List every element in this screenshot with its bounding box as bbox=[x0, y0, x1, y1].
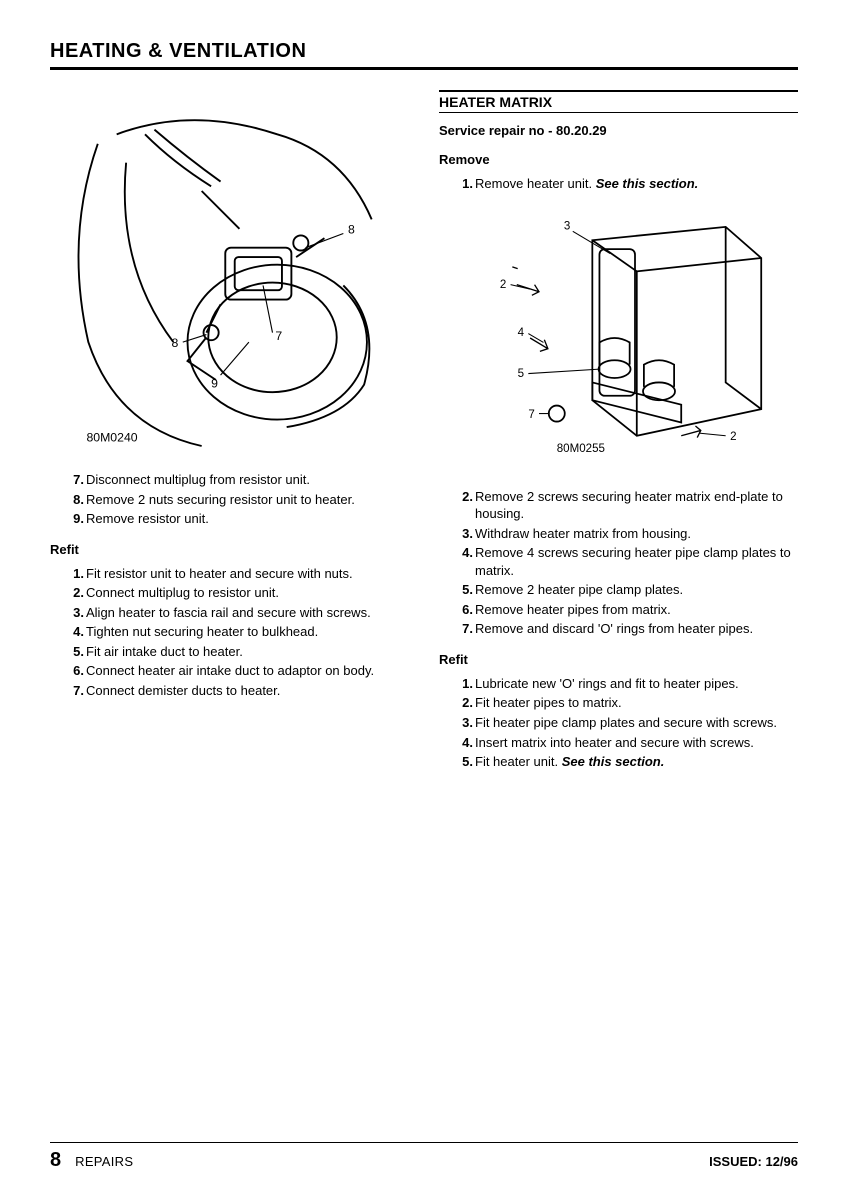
diagram-svg-left: 8 8 9 7 80M0240 bbox=[60, 96, 400, 456]
list-item: 7.Remove and discard 'O' rings from heat… bbox=[453, 620, 798, 638]
list-item: 9.Remove resistor unit. bbox=[64, 510, 409, 528]
page-number: 8 bbox=[50, 1149, 61, 1172]
right-refit-heading: Refit bbox=[439, 652, 798, 667]
see-link: See this section. bbox=[596, 176, 699, 191]
right-remove-heading: Remove bbox=[439, 152, 798, 167]
footer-section: REPAIRS bbox=[75, 1154, 133, 1169]
svg-text:5: 5 bbox=[517, 368, 523, 380]
left-remove-steps: 7.Disconnect multiplug from resistor uni… bbox=[50, 471, 409, 528]
diagram-80m0240: 8 8 9 7 80M0240 bbox=[50, 96, 409, 459]
svg-text:2: 2 bbox=[499, 279, 505, 291]
right-remove-steps: 2.Remove 2 screws securing heater matrix… bbox=[439, 488, 798, 638]
list-item: 4.Tighten nut securing heater to bulkhea… bbox=[64, 623, 409, 641]
left-refit-heading: Refit bbox=[50, 542, 409, 557]
list-item: 4.Insert matrix into heater and secure w… bbox=[453, 734, 798, 752]
list-item: 7.Disconnect multiplug from resistor uni… bbox=[64, 471, 409, 489]
svg-text:9: 9 bbox=[211, 376, 218, 390]
list-item: 5. Fit heater unit. See this section. bbox=[453, 753, 798, 771]
list-item: 3.Fit heater pipe clamp plates and secur… bbox=[453, 714, 798, 732]
list-item: 1.Lubricate new 'O' rings and fit to hea… bbox=[453, 675, 798, 693]
section-title: HEATER MATRIX bbox=[439, 94, 798, 110]
page-footer: 8 REPAIRS ISSUED: 12/96 bbox=[50, 1142, 798, 1172]
service-repair-no: Service repair no - 80.20.29 bbox=[439, 123, 798, 138]
diagram-ref-right: 80M0255 bbox=[556, 442, 604, 454]
list-item: 5.Remove 2 heater pipe clamp plates. bbox=[453, 581, 798, 599]
footer-rule bbox=[50, 1142, 798, 1143]
svg-text:7: 7 bbox=[275, 329, 282, 343]
see-link: See this section. bbox=[562, 754, 665, 769]
diagram-80m0255: 3 2 4 5 7 2 80M0255 bbox=[439, 203, 798, 476]
list-item: 2.Connect multiplug to resistor unit. bbox=[64, 584, 409, 602]
svg-text:7: 7 bbox=[528, 409, 534, 421]
svg-text:4: 4 bbox=[517, 327, 524, 339]
left-column: 8 8 9 7 80M0240 7.Disconnect multiplug f… bbox=[50, 90, 409, 781]
diagram-ref-left: 80M0240 bbox=[86, 430, 137, 444]
svg-text:3: 3 bbox=[563, 220, 569, 232]
list-item: 2.Remove 2 screws securing heater matrix… bbox=[453, 488, 798, 523]
list-item: 4.Remove 4 screws securing heater pipe c… bbox=[453, 544, 798, 579]
right-refit-steps: 1.Lubricate new 'O' rings and fit to hea… bbox=[439, 675, 798, 771]
list-item: 2.Fit heater pipes to matrix. bbox=[453, 694, 798, 712]
content-columns: 8 8 9 7 80M0240 7.Disconnect multiplug f… bbox=[50, 90, 798, 781]
svg-text:2: 2 bbox=[730, 431, 736, 443]
list-item: 1. Remove heater unit. See this section. bbox=[453, 175, 798, 193]
list-item: 3.Withdraw heater matrix from housing. bbox=[453, 525, 798, 543]
list-item: 6.Remove heater pipes from matrix. bbox=[453, 601, 798, 619]
page-title: HEATING & VENTILATION bbox=[50, 40, 798, 70]
list-item: 8.Remove 2 nuts securing resistor unit t… bbox=[64, 491, 409, 509]
section-rule-top bbox=[439, 90, 798, 92]
left-refit-steps: 1.Fit resistor unit to heater and secure… bbox=[50, 565, 409, 700]
right-remove-step1: 1. Remove heater unit. See this section. bbox=[439, 175, 798, 193]
list-item: 1.Fit resistor unit to heater and secure… bbox=[64, 565, 409, 583]
section-rule-bottom bbox=[439, 112, 798, 113]
list-item: 6.Connect heater air intake duct to adap… bbox=[64, 662, 409, 680]
right-column: HEATER MATRIX Service repair no - 80.20.… bbox=[439, 90, 798, 781]
svg-text:8: 8 bbox=[171, 336, 178, 350]
list-item: 5.Fit air intake duct to heater. bbox=[64, 643, 409, 661]
diagram-svg-right: 3 2 4 5 7 2 80M0255 bbox=[459, 203, 779, 473]
footer-issued: ISSUED: 12/96 bbox=[709, 1154, 798, 1169]
svg-text:8: 8 bbox=[348, 223, 355, 237]
list-item: 7.Connect demister ducts to heater. bbox=[64, 682, 409, 700]
list-item: 3.Align heater to fascia rail and secure… bbox=[64, 604, 409, 622]
